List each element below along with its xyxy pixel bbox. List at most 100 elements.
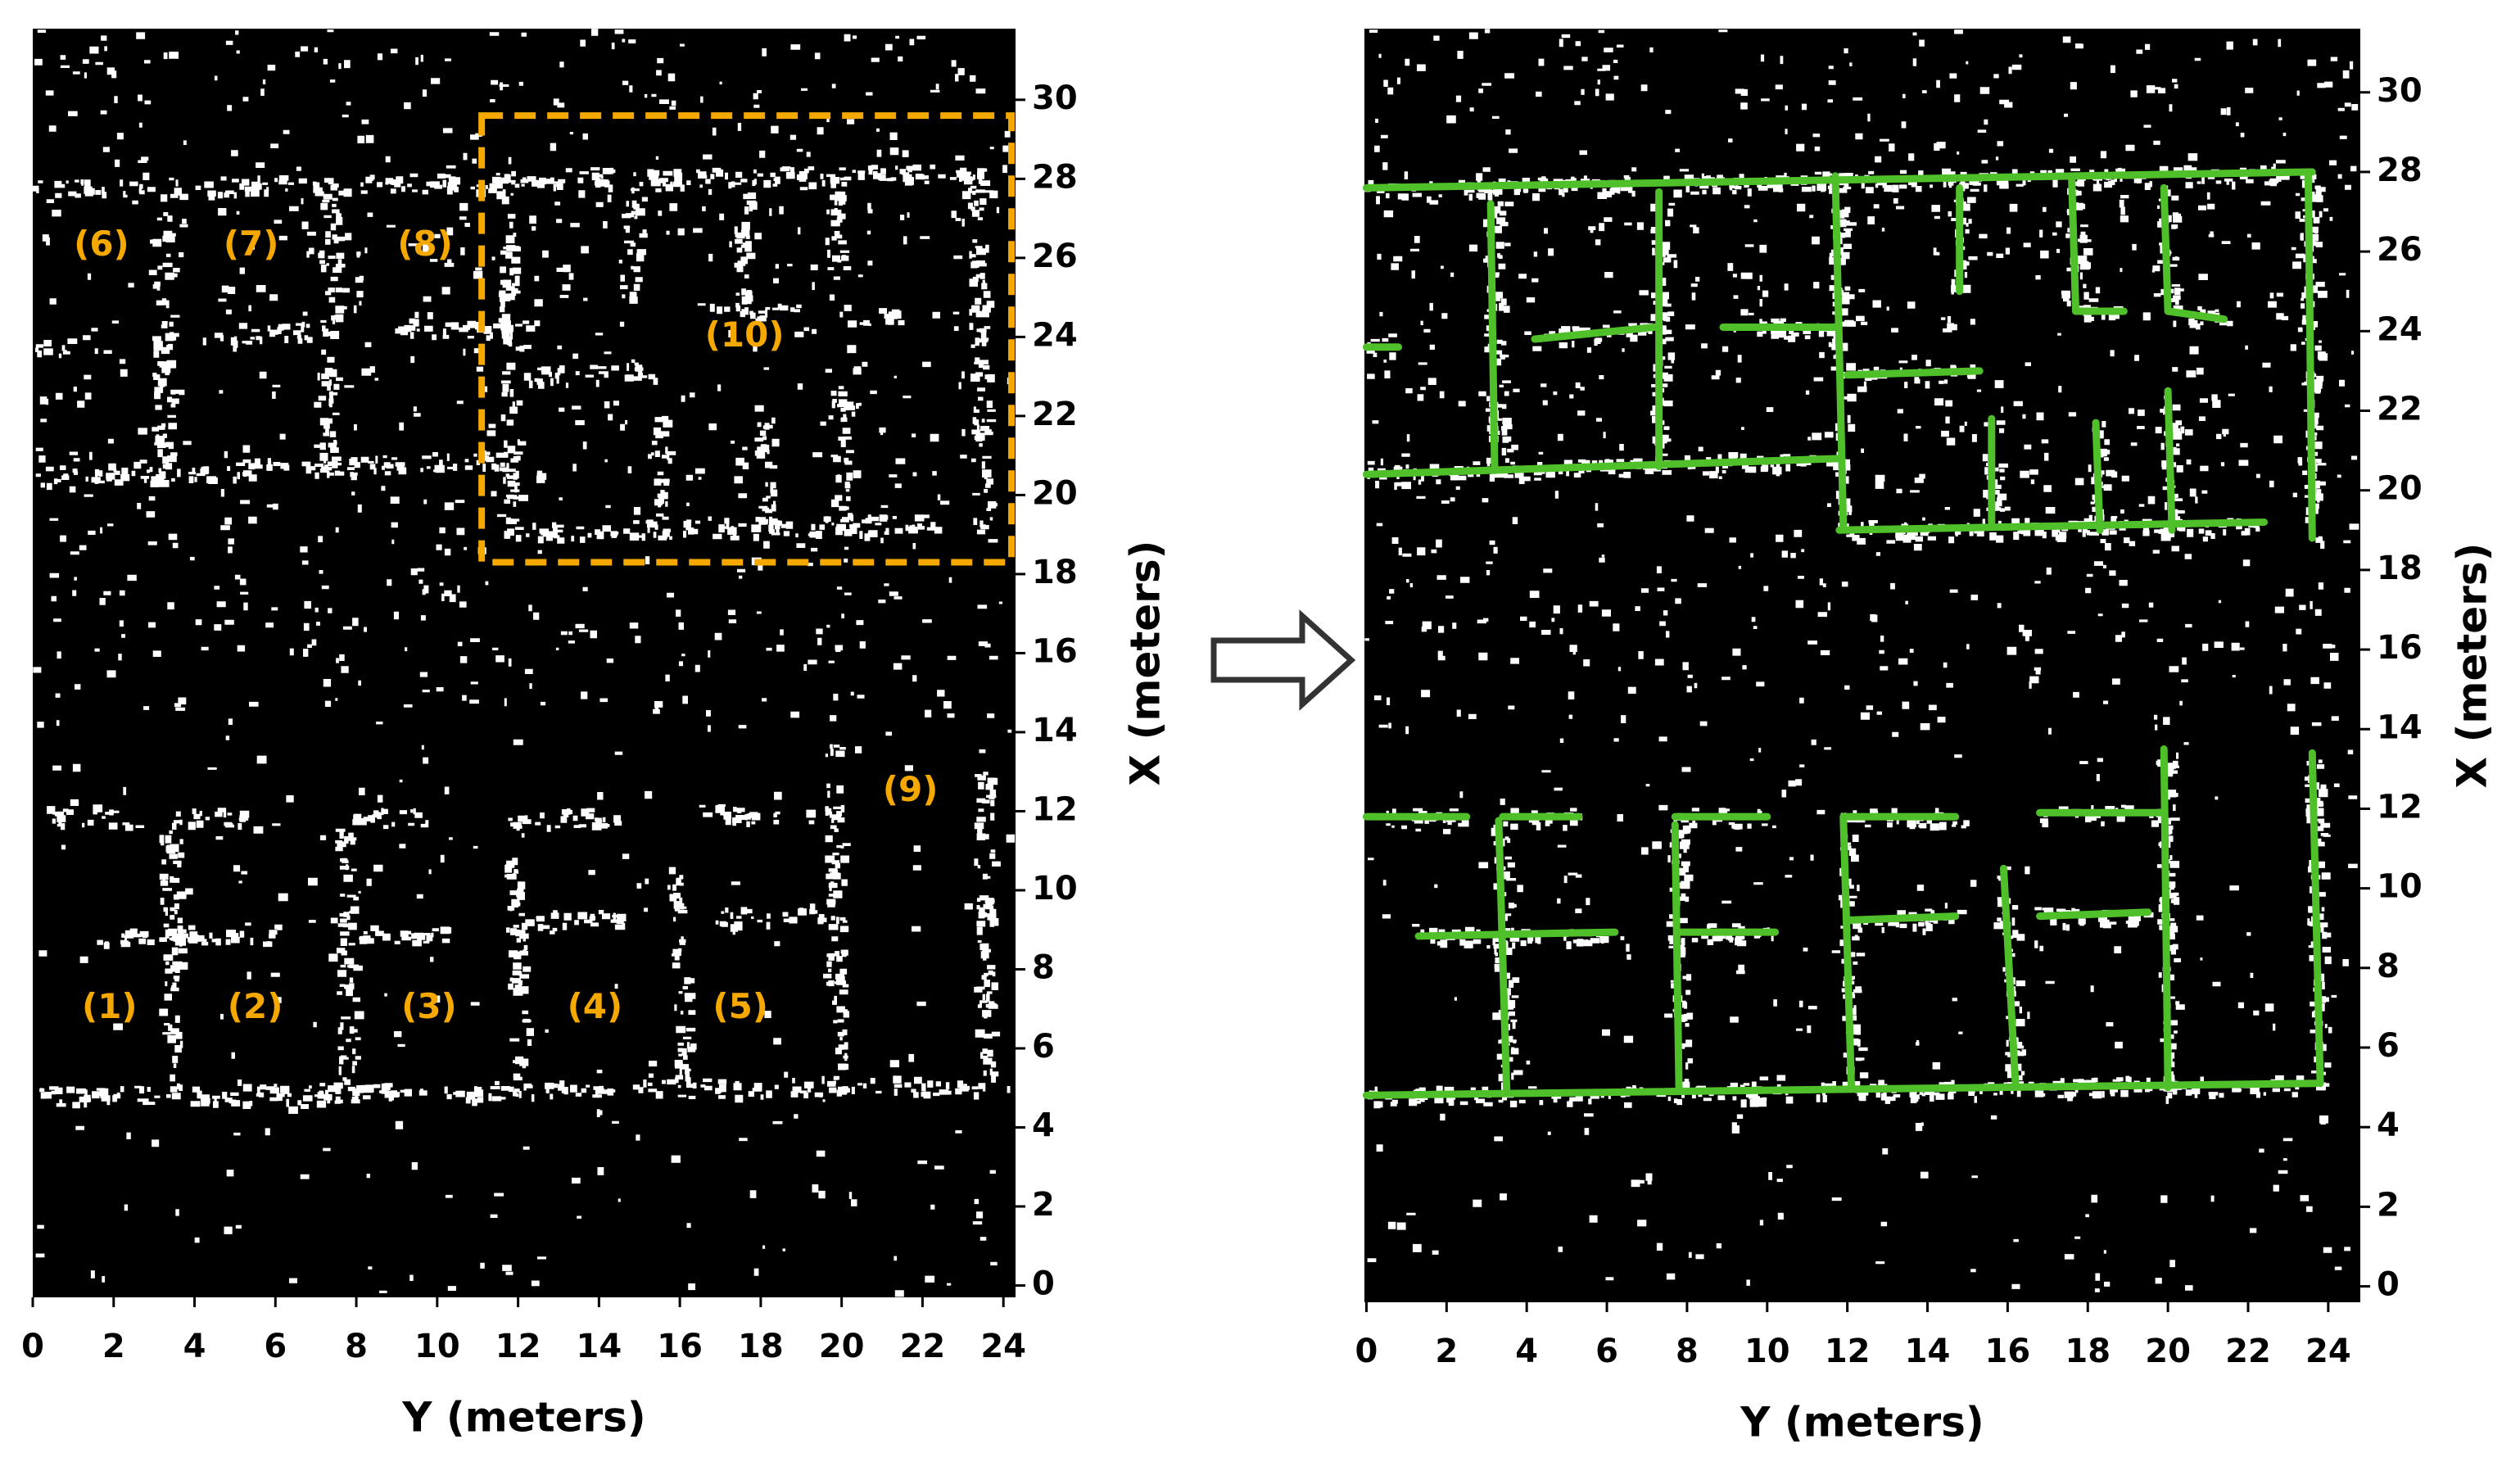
y-tick-label: 30 (1032, 79, 1078, 117)
x-tick-label: 18 (738, 1328, 784, 1365)
x-axis-label: Y (meters) (1740, 1399, 1984, 1446)
x-tick-label: 6 (264, 1328, 287, 1365)
x-tick-label: 18 (2065, 1333, 2111, 1370)
wall-line (1531, 323, 1659, 343)
wall-line (1831, 172, 1848, 530)
room-label: (10) (705, 315, 785, 355)
wall-line (2160, 745, 2172, 1092)
wall-line (1999, 864, 2020, 1092)
wall-line (1844, 912, 1960, 924)
y-tick-label: 20 (1032, 474, 1078, 512)
x-tick-label: 22 (900, 1328, 946, 1365)
x-tick-label: 2 (1435, 1333, 1458, 1370)
y-tick-label: 26 (2377, 231, 2423, 269)
y-axis-label: X (meters) (2449, 543, 2496, 789)
wall-line (1835, 518, 2269, 534)
wall-line (1362, 455, 1844, 478)
arrow (1210, 609, 1356, 711)
y-tick-label: 12 (2377, 788, 2423, 826)
y-tick-label: 14 (1032, 712, 1078, 749)
x-tick-label: 12 (495, 1328, 541, 1365)
x-axis-label: Y (meters) (401, 1394, 646, 1442)
x-tick-label: 4 (1515, 1333, 1538, 1370)
x-tick-label: 0 (1355, 1333, 1378, 1370)
y-tick-label: 6 (2377, 1027, 2400, 1065)
y-tick-label: 22 (2377, 391, 2423, 428)
x-tick-label: 8 (345, 1328, 368, 1365)
room-label: (9) (883, 769, 939, 809)
y-tick-label: 28 (2377, 152, 2423, 189)
x-tick-label: 24 (980, 1328, 1026, 1365)
room-label: (3) (401, 986, 457, 1026)
x-tick-label: 20 (819, 1328, 865, 1365)
x-tick-label: 8 (1676, 1333, 1699, 1370)
panel: 0 2 4 6 8 10 12 14 16 18 20 22 240246810121416182022… (1355, 29, 2496, 1446)
wall-line (1414, 928, 1619, 940)
wall-line (1486, 200, 1499, 474)
y-tick-label: 22 (1032, 396, 1078, 433)
y-tick-label: 28 (1032, 158, 1078, 196)
y-tick-label: 20 (2377, 470, 2423, 508)
wall-line (1839, 812, 1856, 1092)
x-tick-label: 14 (577, 1328, 622, 1365)
y-tick-label: 0 (2377, 1266, 2400, 1304)
x-tick-label: 0 (21, 1328, 44, 1365)
panel: 0 2 4 6 8 10 12 14 16 18 20 22 240246810121416182022… (21, 29, 1170, 1442)
x-tick-label: 10 (414, 1328, 460, 1365)
x-tick-label: 14 (1905, 1333, 1951, 1370)
room-label: (6) (74, 224, 129, 264)
y-tick-label: 24 (1032, 316, 1078, 354)
y-tick-label: 30 (2377, 72, 2423, 110)
wall-line (1671, 821, 1683, 1095)
plot-background (1364, 29, 2360, 1302)
y-tick-label: 24 (2377, 310, 2423, 348)
room-label: (7) (224, 224, 279, 264)
y-tick-label: 10 (1032, 870, 1078, 907)
x-tick-label: 12 (1825, 1333, 1871, 1370)
y-tick-label: 10 (2377, 868, 2423, 906)
x-tick-label: 24 (2305, 1333, 2351, 1370)
x-tick-label: 2 (102, 1328, 125, 1365)
y-tick-label: 18 (2377, 550, 2423, 587)
x-tick-label: 16 (657, 1328, 703, 1365)
wall-line (1362, 168, 2316, 192)
y-tick-label: 18 (1032, 554, 1078, 591)
wall-line (1362, 1079, 2320, 1099)
room-label: (1) (82, 986, 138, 1026)
y-tick-label: 8 (1032, 948, 1055, 986)
y-tick-label: 2 (1032, 1186, 1055, 1224)
x-tick-label: 16 (1985, 1333, 2031, 1370)
highlight-box (478, 112, 1016, 566)
y-tick-label: 26 (1032, 238, 1078, 275)
wall-line (2308, 749, 2324, 1088)
y-tick-label: 16 (2377, 629, 2423, 667)
x-tick-label: 10 (1744, 1333, 1790, 1370)
wall-line (2164, 387, 2176, 534)
x-tick-label: 4 (183, 1328, 206, 1365)
wall-line (2304, 168, 2316, 542)
wall-line (1495, 817, 1511, 1095)
x-tick-label: 6 (1595, 1333, 1618, 1370)
room-label: (4) (568, 986, 623, 1026)
wall-line (2068, 176, 2080, 315)
y-axis-label: X (meters) (1122, 541, 1170, 786)
room-label: (2) (228, 986, 283, 1026)
y-tick-label: 6 (1032, 1028, 1055, 1066)
y-tick-label: 12 (1032, 790, 1078, 828)
wall-line (2036, 908, 2152, 921)
y-tick-label: 4 (1032, 1107, 1055, 1145)
y-tick-label: 0 (1032, 1265, 1055, 1303)
plot-background (33, 29, 1016, 1297)
y-tick-label: 4 (2377, 1107, 2400, 1144)
wall-line (2164, 307, 2228, 324)
wall-line (2160, 183, 2172, 315)
x-tick-label: 22 (2225, 1333, 2271, 1370)
room-label: (5) (713, 986, 768, 1026)
wall-line (2092, 419, 2104, 534)
wall-line (1844, 367, 1984, 379)
y-tick-label: 8 (2377, 948, 2400, 985)
x-tick-label: 20 (2145, 1333, 2191, 1370)
y-tick-label: 16 (1032, 632, 1078, 670)
y-tick-label: 2 (2377, 1186, 2400, 1224)
